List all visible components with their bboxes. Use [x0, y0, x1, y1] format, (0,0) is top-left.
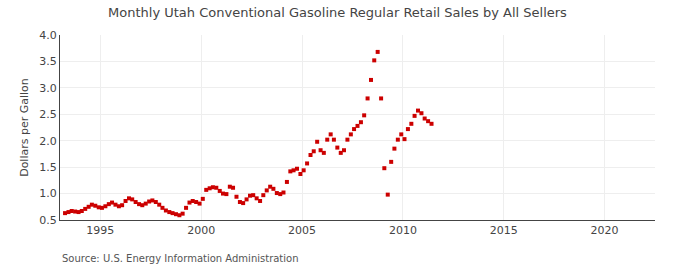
svg-text:1.0: 1.0 [39, 187, 57, 200]
svg-text:Dollars per Gallon: Dollars per Gallon [18, 78, 31, 177]
svg-text:Monthly Utah Conventional Gaso: Monthly Utah Conventional Gasoline Regul… [108, 5, 567, 20]
svg-text:4.0: 4.0 [39, 29, 57, 42]
svg-text:0.5: 0.5 [39, 214, 57, 227]
svg-text:2015: 2015 [490, 224, 518, 237]
svg-text:3.5: 3.5 [39, 55, 57, 68]
svg-text:2020: 2020 [591, 224, 619, 237]
svg-text:2.0: 2.0 [39, 135, 57, 148]
svg-text:2.5: 2.5 [39, 108, 57, 121]
svg-text:Source: U.S. Energy Informatio: Source: U.S. Energy Information Administ… [62, 253, 299, 264]
svg-text:3.0: 3.0 [39, 82, 57, 95]
svg-text:2010: 2010 [389, 224, 417, 237]
svg-text:2005: 2005 [288, 224, 316, 237]
svg-text:1.5: 1.5 [39, 161, 57, 174]
svg-text:2000: 2000 [187, 224, 215, 237]
svg-text:1995: 1995 [86, 224, 114, 237]
